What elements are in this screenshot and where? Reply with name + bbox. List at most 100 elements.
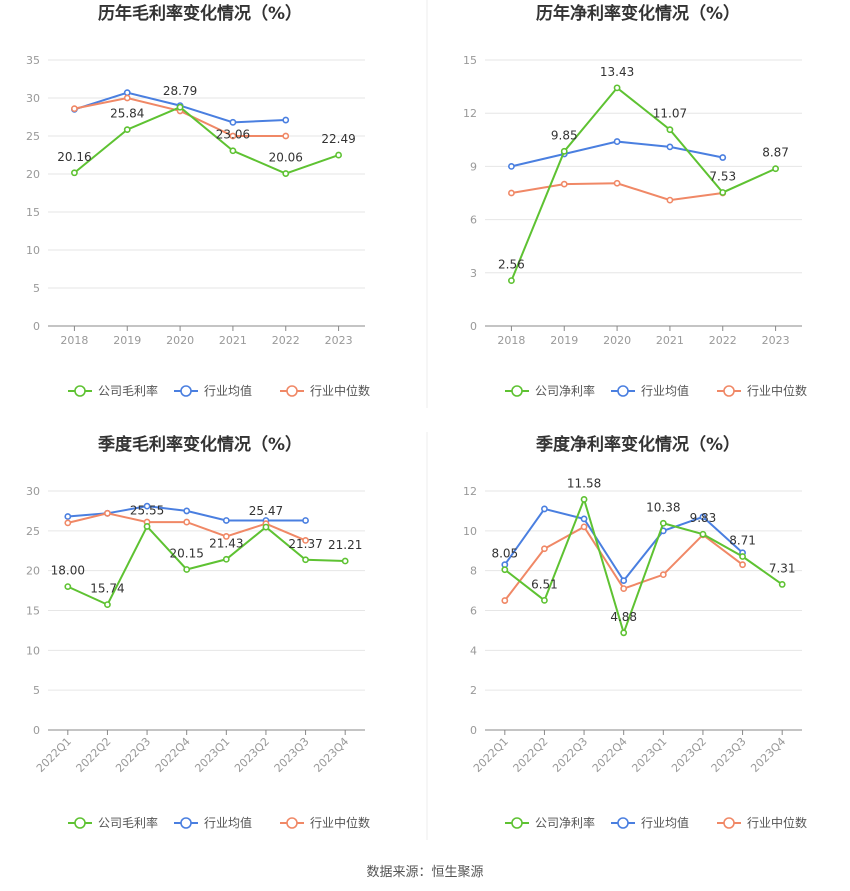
- data-label: 25.55: [130, 503, 164, 517]
- x-tick-label: 2023Q2: [669, 735, 709, 775]
- data-point: [580, 515, 588, 523]
- data-point: [613, 179, 621, 187]
- y-tick-label: 25: [26, 525, 40, 538]
- x-tick-label: 2022Q3: [550, 735, 590, 775]
- data-point: [71, 169, 78, 177]
- data-point: [719, 154, 727, 161]
- data-label: 11.58: [567, 476, 601, 490]
- legend-label: 公司毛利率: [98, 815, 158, 830]
- data-point: [541, 505, 548, 513]
- data-label: 8.05: [491, 547, 518, 561]
- y-tick-label: 0: [470, 320, 477, 333]
- data-label: 28.79: [163, 84, 197, 98]
- data-label: 4.88: [610, 610, 637, 624]
- data-point: [183, 566, 191, 573]
- y-tick-label: 2: [470, 684, 477, 697]
- data-point: [64, 513, 72, 520]
- data-point: [541, 596, 548, 604]
- data-point: [123, 126, 131, 134]
- legend-label: 行业均值: [641, 383, 689, 398]
- legend-marker-icon: [74, 817, 86, 829]
- chart-title: 历年净利率变化情况（%）: [536, 3, 740, 24]
- data-point: [501, 597, 509, 604]
- data-point: [229, 118, 237, 126]
- data-point: [123, 94, 131, 102]
- x-tick-label: 2023Q2: [232, 735, 272, 775]
- legend-label: 行业中位数: [310, 815, 370, 830]
- data-point: [222, 517, 230, 524]
- data-point: [183, 507, 191, 515]
- data-label: 20.06: [269, 151, 303, 165]
- y-tick-label: 30: [26, 92, 40, 105]
- y-tick-label: 30: [26, 485, 40, 498]
- x-tick-label: 2022Q2: [73, 735, 113, 775]
- data-point: [739, 561, 746, 569]
- data-point: [580, 523, 588, 531]
- legend-marker-icon: [617, 817, 629, 829]
- data-point: [508, 189, 515, 197]
- x-tick-label: 2019: [550, 334, 578, 347]
- data-point: [666, 196, 674, 204]
- y-tick-label: 0: [470, 724, 477, 737]
- y-tick-label: 15: [26, 605, 40, 618]
- data-point: [620, 577, 628, 585]
- chart-title: 季度毛利率变化情况（%）: [98, 434, 302, 455]
- data-label: 23.06: [216, 128, 250, 142]
- y-tick-label: 15: [26, 206, 40, 219]
- data-point: [222, 555, 230, 563]
- data-source-note: 数据来源：恒生聚源: [366, 865, 484, 880]
- data-label: 21.21: [328, 538, 362, 552]
- y-tick-label: 15: [463, 54, 477, 67]
- y-tick-label: 12: [463, 107, 477, 120]
- data-point: [620, 585, 628, 592]
- data-point: [659, 571, 667, 579]
- x-tick-label: 2022Q4: [590, 735, 630, 775]
- x-tick-label: 2021: [219, 334, 247, 347]
- series-line-1: [504, 496, 783, 637]
- y-tick-label: 5: [33, 282, 40, 295]
- data-point: [183, 518, 191, 526]
- series-line-1: [67, 524, 346, 606]
- data-point: [104, 509, 111, 517]
- data-point: [64, 519, 72, 527]
- x-tick-label: 2018: [60, 334, 88, 347]
- data-point: [778, 581, 786, 588]
- data-point: [143, 523, 151, 530]
- y-tick-label: 10: [26, 244, 40, 257]
- y-tick-label: 12: [463, 485, 477, 498]
- x-tick-label: 2023Q1: [629, 735, 669, 775]
- x-tick-label: 2022Q1: [34, 735, 74, 775]
- legend-marker-icon: [511, 817, 523, 829]
- x-tick-label: 2018: [497, 334, 525, 347]
- chart-title: 季度净利率变化情况（%）: [536, 434, 740, 455]
- data-label: 6.51: [531, 577, 558, 591]
- data-point: [176, 103, 184, 111]
- y-tick-label: 3: [470, 267, 477, 280]
- x-tick-label: 2022Q3: [113, 735, 153, 775]
- legend-marker-icon: [286, 817, 298, 829]
- data-point: [501, 566, 509, 574]
- legend-marker-icon: [723, 385, 735, 397]
- y-tick-label: 10: [26, 644, 40, 657]
- chart-panel-2: 历年净利率变化情况（%） 0 3 6 9 12 15 2018 2019 2020 2021 2022…: [463, 3, 807, 398]
- y-tick-label: 25: [26, 130, 40, 143]
- y-tick-label: 0: [33, 724, 40, 737]
- data-label: 10.38: [646, 500, 680, 514]
- legend-label: 行业均值: [204, 383, 252, 398]
- x-tick-label: 2023Q3: [272, 735, 312, 775]
- data-point: [508, 277, 515, 285]
- data-label: 11.07: [653, 107, 687, 121]
- y-tick-label: 4: [470, 644, 477, 657]
- data-point: [282, 170, 290, 177]
- legend-marker-icon: [723, 817, 735, 829]
- data-point: [302, 536, 309, 544]
- data-label: 20.16: [57, 150, 91, 164]
- data-point: [659, 519, 667, 527]
- data-point: [64, 583, 72, 590]
- x-tick-label: 2023Q4: [748, 735, 788, 775]
- legend-marker-icon: [511, 385, 523, 397]
- data-label: 20.15: [170, 546, 204, 560]
- x-tick-label: 2020: [166, 334, 194, 347]
